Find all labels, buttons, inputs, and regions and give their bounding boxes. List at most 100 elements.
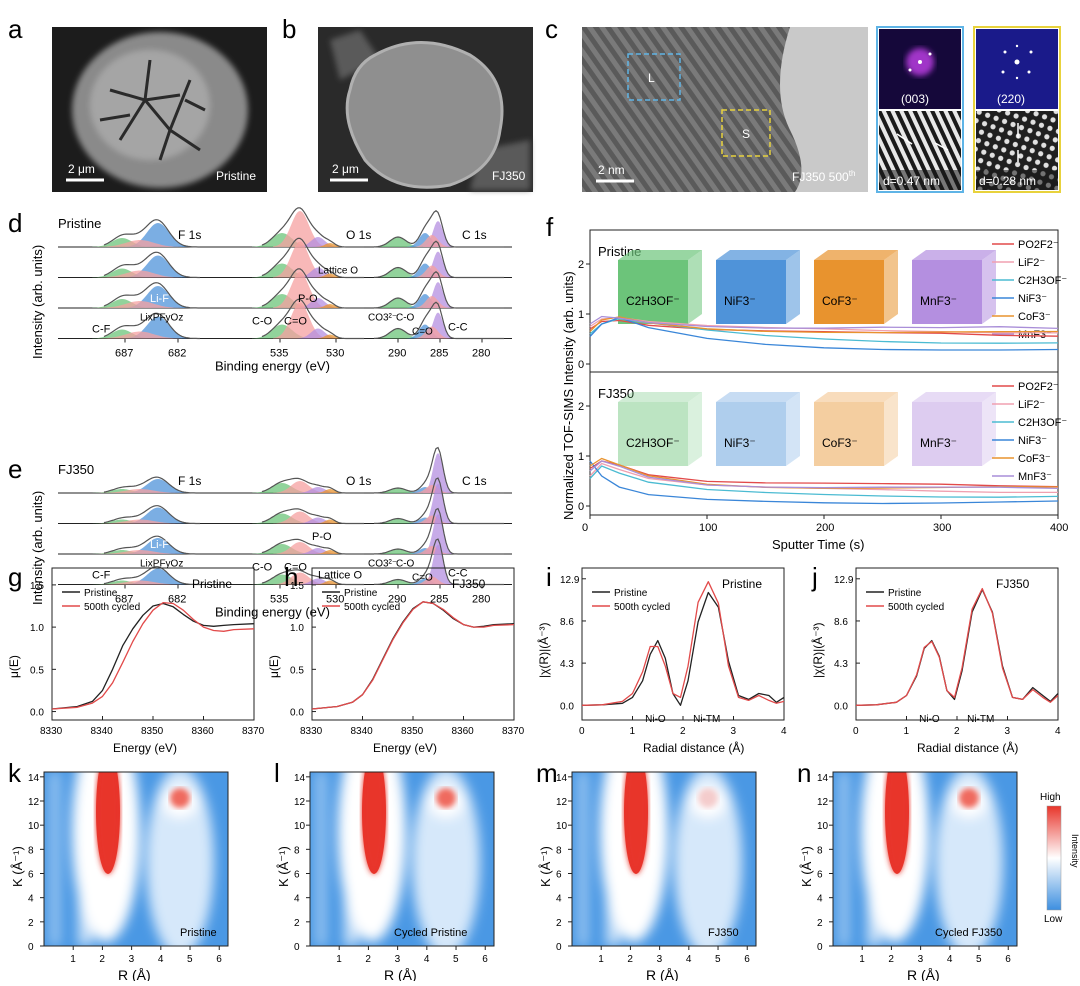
x-axis-label: R (Å) [384, 967, 417, 981]
tof-series-0 [589, 460, 1059, 488]
xps-envelope [103, 477, 504, 525]
x-tick-label: 6 [1005, 954, 1011, 965]
sample-label: Pristine [58, 216, 101, 231]
cube-side [688, 250, 702, 324]
xps-envelope [103, 207, 504, 248]
panel-letter: b [282, 14, 296, 44]
c-eq-o-label-c1s: C=O [412, 327, 433, 338]
series-cycled [581, 581, 785, 706]
x-tick-label: 4 [424, 954, 430, 965]
legend-label: LiF2⁻ [1018, 257, 1045, 269]
x-tick-label: 687 [115, 594, 133, 606]
x-tick-label: 2 [99, 954, 105, 965]
tof-series-5 [589, 460, 1059, 490]
x-tick-label: 200 [816, 522, 834, 534]
cube-side [786, 250, 800, 324]
y-axis-label: |χ(R)|(Å⁻³) [810, 622, 825, 678]
x-tick-label: 682 [168, 594, 186, 606]
panels-g-j: g μ(E) Energy (eV) Pristine Pristine 500th cy… [7, 562, 1061, 755]
x-tick-label: 2 [627, 954, 633, 965]
x-tick-label: 100 [699, 522, 717, 534]
y-tick-label: 1.0 [30, 623, 44, 634]
x-tick-label: 285 [430, 594, 448, 606]
panel-letter: a [8, 14, 23, 44]
x-tick-label: 5 [187, 954, 193, 965]
y-tick-label: 4 [556, 894, 562, 905]
y-tick-label: 1.5 [30, 581, 44, 592]
cube-0 [618, 250, 702, 324]
y-tick-label: 0 [578, 501, 584, 513]
c-c-label: C-C [448, 322, 468, 334]
region-s-label: S [742, 127, 750, 141]
y-tick-label: 6 [556, 870, 562, 881]
c-o-label-c1s: C-O [396, 313, 415, 324]
y-tick-label: 0.5 [290, 665, 304, 676]
wavelet-content [44, 772, 228, 946]
x-tick-label: 4 [947, 954, 953, 965]
y-tick-label: 14 [28, 773, 40, 784]
c-f-label: C-F [92, 570, 111, 582]
y-tick-label: 14 [556, 773, 568, 784]
peak-lipfo [98, 580, 182, 585]
peak-co3 [374, 267, 422, 278]
inset-l-frame [876, 26, 964, 193]
legend-label: C2H3OF⁻ [1018, 275, 1067, 287]
x-tick-label: 1 [859, 954, 865, 965]
legend-label: 500th cycled [614, 602, 670, 613]
x-tick-label: 1 [904, 726, 910, 737]
cube-top [912, 392, 996, 402]
x-tick-label: 535 [270, 348, 288, 360]
fft-l-label: (003) [901, 92, 929, 106]
panel-letter: e [8, 454, 22, 484]
panel-title: FJ350 [452, 577, 486, 591]
x-tick-label: 8330 [300, 726, 323, 737]
series-pristine [581, 591, 785, 706]
y-tick-label: 8 [556, 845, 562, 856]
panel-letter: c [545, 14, 558, 44]
x-tick-label: 285 [430, 348, 448, 360]
y-tick-label: 12 [556, 797, 568, 808]
peak-c-eq-o-c [414, 576, 450, 585]
panel-letter: f [546, 212, 554, 242]
x-tick-label: 6 [744, 954, 750, 965]
wavelet-features [839, 772, 1003, 946]
x-tick-label: 3 [1005, 726, 1011, 737]
c1s-label: C 1s [462, 228, 487, 242]
x-tick-label: 8370 [502, 726, 525, 737]
xps-envelope [103, 446, 504, 494]
y-tick-label: 6 [817, 870, 823, 881]
halo-2 [935, 772, 1003, 946]
y-tick-label: 0.0 [290, 708, 304, 719]
cube-side [688, 392, 702, 466]
cube-3 [912, 250, 996, 324]
colorbar-high: High [1040, 792, 1061, 803]
cube-top [814, 250, 898, 260]
y-tick-label: 1 [578, 309, 584, 321]
c-f-label: C-F [92, 324, 111, 336]
peak-lipfo [98, 519, 182, 524]
y-axis-label: K (Å⁻¹) [799, 846, 814, 887]
c-eq-o-label: C=O [284, 562, 307, 574]
x-tick-label: 0 [853, 726, 859, 737]
halo-2 [412, 772, 480, 946]
lattice-o-label: Lattice O [318, 266, 358, 277]
y-tick-label: 1.0 [290, 623, 304, 634]
li-f-label: Li-F [150, 293, 169, 305]
cube-1 [716, 392, 800, 466]
xps-envelope [103, 268, 504, 309]
y-tick-label: 8 [817, 845, 823, 856]
cube-side [884, 392, 898, 466]
tof-series-5 [589, 315, 1059, 330]
image-label: FJ350 [492, 169, 526, 183]
peak-co3 [374, 328, 422, 339]
series-cycled [311, 601, 515, 710]
panel-d: d Pristine Intensity (arb. units) 687 682 535… [8, 207, 512, 374]
legend-label: Pristine [344, 588, 378, 599]
main-hotspot-glow [624, 772, 648, 874]
panel-title: Pristine [192, 577, 232, 591]
y-tick-label: 2 [294, 918, 300, 929]
main-hotspot-glow [96, 772, 120, 874]
y-tick-label: 0.0 [834, 701, 848, 712]
scale-label: 2 μm [332, 162, 359, 176]
lipfo-label: LixPFyOz [140, 313, 183, 324]
